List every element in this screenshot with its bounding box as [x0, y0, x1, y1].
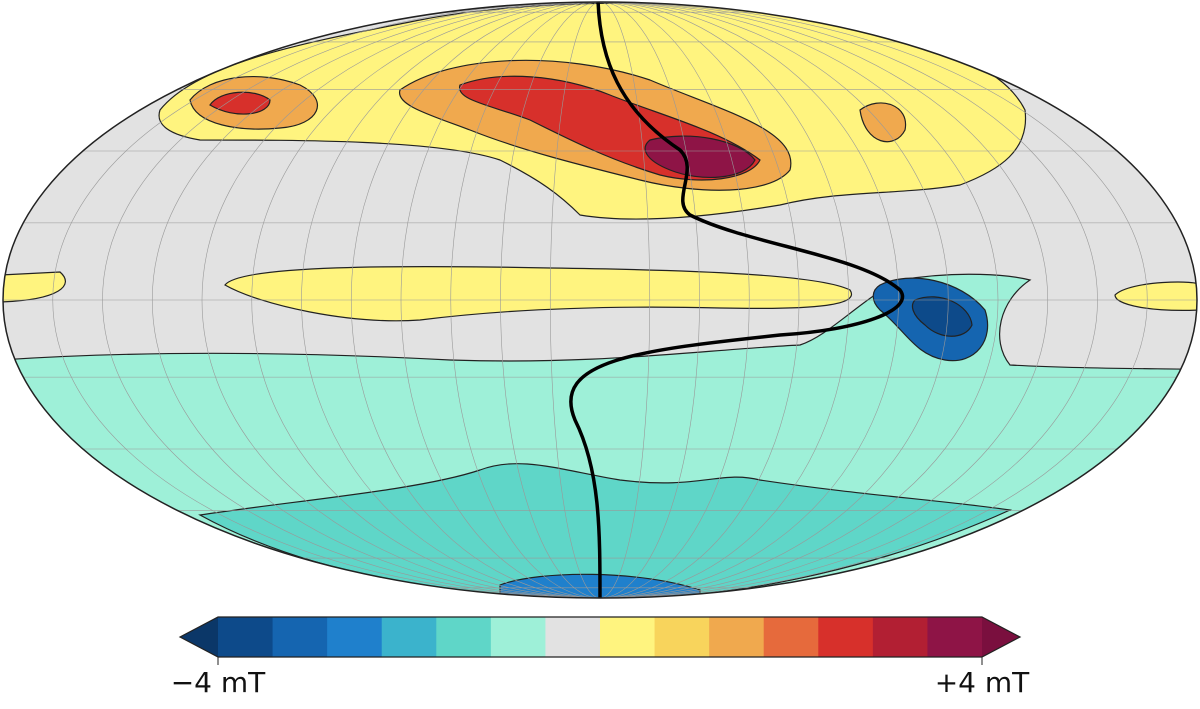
- positive-field-high: [209, 75, 761, 181]
- colorbar-segment: [600, 617, 656, 657]
- positive-field-equator: [3, 265, 1197, 322]
- colorbar-segment: [763, 617, 819, 657]
- colorbar-segment: [436, 617, 492, 657]
- colorbar-segment: [709, 617, 765, 657]
- map: [3, 2, 1197, 598]
- colorbar-min-label: −4 mT: [171, 666, 266, 699]
- colorbar-segment: [818, 617, 874, 657]
- colorbar-segment: [327, 617, 383, 657]
- colorbar-segment: [927, 617, 983, 657]
- magnetic-equator-line: [569, 2, 904, 598]
- colorbar-segment: [654, 617, 710, 657]
- colorbar-segment: [381, 617, 437, 657]
- colorbar: [178, 616, 1022, 665]
- colorbar-max-label: +4 mT: [935, 666, 1030, 699]
- colorbar-segment: [872, 617, 928, 657]
- colorbar-extension: [180, 617, 218, 657]
- colorbar-segment: [272, 617, 328, 657]
- map-outline: [2, 1, 1198, 599]
- colorbar-segment: [490, 617, 546, 657]
- colorbar-segment: [218, 617, 274, 657]
- colorbar-extension: [982, 617, 1020, 657]
- colorbar-segment: [545, 617, 601, 657]
